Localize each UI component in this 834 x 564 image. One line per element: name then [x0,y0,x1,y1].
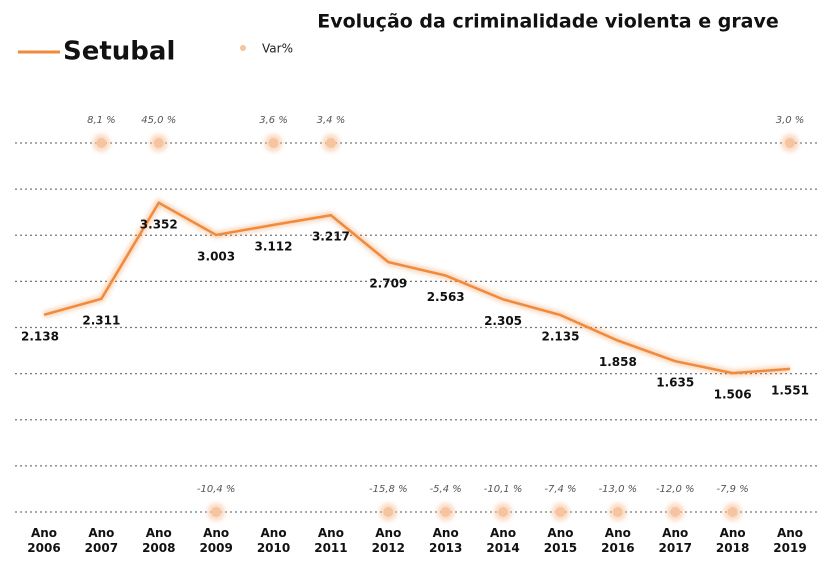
x-tick-label: Ano 2011 [314,526,348,555]
data-label: 3.217 [312,230,350,244]
var-label: -10,4 % [197,484,236,495]
var-label: 8,1 % [87,115,116,126]
var-marker [440,507,451,517]
data-label: 2.138 [21,329,59,343]
data-label: 1.858 [599,355,637,369]
chart-title: Evolução da criminalidade violenta e gra… [317,11,779,33]
var-label: -5,4 % [430,484,462,495]
data-label: 2.305 [484,314,522,328]
legend-swatch [240,45,246,51]
x-tick-label: Ano 2013 [428,526,463,555]
x-tick-label: Ano 2012 [371,526,405,555]
var-label: -7,4 % [544,484,576,495]
data-label: 2.709 [369,277,407,291]
var-marker [785,138,795,148]
data-label: 1.635 [656,376,694,390]
var-label: -13,0 % [599,484,638,495]
data-label: 3.352 [140,217,178,231]
data-label: 1.551 [771,383,809,397]
data-label: 2.135 [541,330,579,344]
data-label: 2.311 [82,313,120,327]
x-tick-label: Ano 2017 [658,526,692,555]
var-label: 45,0 % [141,115,176,126]
x-tick-label: Ano 2014 [486,526,520,555]
var-marker [268,138,279,148]
var-marker [612,507,623,517]
var-marker [153,138,164,148]
data-label: 2.563 [427,290,465,304]
var-label: -15,8 % [369,484,408,495]
x-tick-label: Ano 2019 [773,526,807,555]
legend-label: Setubal [63,37,175,67]
var-label: -12,0 % [656,484,695,495]
x-tick-label: Ano 2009 [199,526,233,555]
x-tick-label: Ano 2006 [27,526,61,555]
legend-label: Var% [262,42,293,56]
data-label: 1.506 [714,388,752,402]
line [43,201,791,375]
var-marker [96,138,107,148]
var-label: -7,9 % [717,484,749,495]
x-tick-label: Ano 2015 [543,526,578,555]
var-marker [325,138,336,148]
var-label: 3,0 % [776,115,805,126]
x-tick-label: Ano 2008 [142,526,176,555]
data-label: 3.003 [197,249,235,263]
var-label: 3,6 % [259,115,288,126]
var-marker [211,507,222,517]
var-marker [670,507,681,517]
x-tick-label: Ano 2010 [256,526,291,555]
var-marker [555,507,566,517]
var-marker [727,507,738,517]
var-marker [498,507,509,517]
x-tick-label: Ano 2016 [601,526,635,555]
data-label: 3.112 [255,239,293,253]
var-label: -10,1 % [484,484,523,495]
x-tick-label: Ano 2007 [84,526,119,555]
x-tick-label: Ano 2018 [715,526,750,555]
var-marker [383,507,394,517]
var-label: 3,4 % [317,115,346,126]
